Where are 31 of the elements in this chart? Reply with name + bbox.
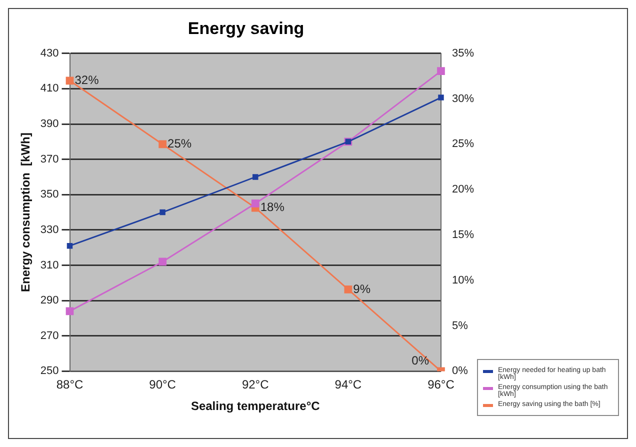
x-tick-label: 90°C: [149, 378, 176, 392]
y2-tick-label: 15%: [452, 229, 474, 242]
y2-tick-label: 20%: [452, 184, 474, 196]
y-tick-label: 430: [40, 47, 59, 60]
y2-tick-label: 25%: [452, 138, 474, 150]
data-label: 25%: [168, 136, 192, 151]
x-tick-label: 96°C: [428, 378, 455, 392]
y-tick-label: 370: [40, 153, 59, 166]
y-axis-title: Energy consumption [kWh]: [18, 132, 33, 292]
y-tick-label: 310: [40, 259, 59, 272]
x-tick-label: 94°C: [334, 378, 362, 392]
y2-tick-label: 30%: [452, 92, 474, 105]
y-tick-label: 290: [40, 294, 59, 307]
data-label: 9%: [353, 282, 371, 296]
x-axis-title: Sealing temperature°C: [190, 399, 320, 414]
x-tick-label: 92°C: [242, 378, 270, 392]
y-tick-label: 410: [40, 82, 59, 95]
chart-title: Energy saving: [188, 18, 304, 38]
data-label: 32%: [74, 72, 100, 87]
y2-tick-label: 10%: [452, 274, 474, 286]
y-tick-label: 390: [40, 118, 59, 130]
y-tick-label: 270: [40, 330, 59, 342]
data-label: 0%: [412, 354, 430, 368]
y-tick-label: 330: [40, 224, 59, 236]
x-tick-label: 88°C: [56, 378, 84, 392]
y2-tick-label: 35%: [452, 47, 474, 60]
y-tick-label: 250: [40, 365, 59, 378]
data-label: 18%: [260, 200, 285, 214]
y2-tick-label: 5%: [452, 320, 468, 332]
y-tick-label: 350: [40, 188, 59, 201]
y2-tick-label: 0%: [452, 365, 468, 378]
